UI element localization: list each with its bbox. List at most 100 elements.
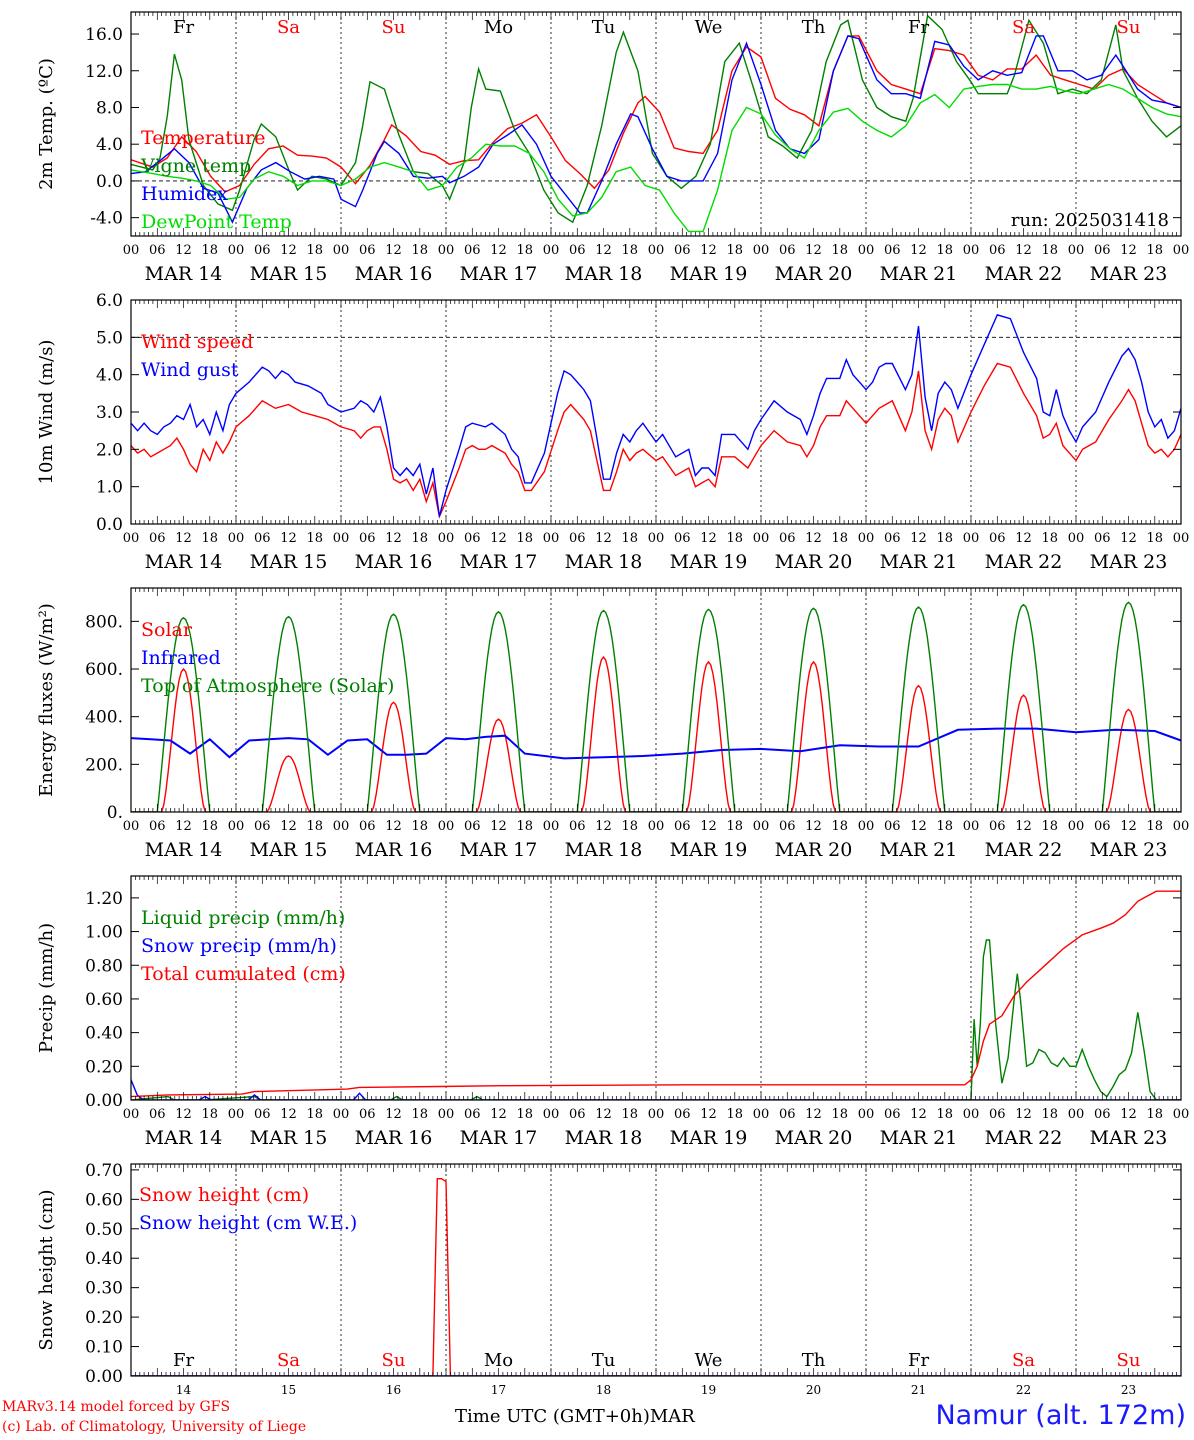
weekday-label: Tu [592,17,616,38]
day-number-label: 21 [911,1383,926,1397]
y-tick-label: 3.0 [96,403,123,423]
x-hour-label: 06 [1094,531,1111,546]
x-hour-label: 18 [516,819,533,834]
x-hour-label: 18 [201,243,218,258]
x-hour-label: 00 [753,243,770,258]
day-number-label: 17 [491,1383,506,1397]
series-line [131,362,1181,519]
x-hour-label: 06 [674,1107,691,1122]
x-hour-label: 06 [779,1107,796,1122]
y-tick-label: 600. [85,660,123,680]
x-hour-label: 18 [726,819,743,834]
day-number-label: 19 [701,1383,716,1397]
x-hour-label: 00 [858,1107,875,1122]
x-hour-label: 12 [175,243,192,258]
x-hour-label: 06 [779,819,796,834]
weekday-label: Fr [173,1350,194,1371]
x-hour-label: 18 [411,531,428,546]
date-label: MAR 14 [145,1127,223,1149]
x-hour-label: 06 [884,531,901,546]
y-tick-label: 8.0 [96,98,123,118]
x-axis-title-text: Time UTC (GMT+0h) [455,1406,650,1427]
x-hour-label: 00 [123,243,140,258]
x-hour-label: 12 [1015,819,1032,834]
x-hour-label: 00 [438,531,455,546]
x-hour-label: 06 [569,819,586,834]
y-tick-label: 0.0 [96,172,123,192]
x-hour-label: 18 [936,819,953,834]
x-hour-label: 12 [280,243,297,258]
date-label: MAR 14 [145,263,223,285]
series-line [131,601,1181,812]
x-hour-label: 12 [280,531,297,546]
x-hour-label: 12 [175,531,192,546]
x-hour-label: 00 [858,243,875,258]
x-hour-label: 06 [464,819,481,834]
x-hour-label: 06 [1094,243,1111,258]
x-hour-label: 12 [910,531,927,546]
x-hour-label: 00 [858,819,875,834]
date-label: MAR 20 [775,263,853,285]
panel-5: Snow height (cm) Snow height (cm W.E.) 0.0… [36,1161,1182,1397]
x-hour-label: 06 [989,819,1006,834]
x-hour-label: 12 [490,819,507,834]
date-label: MAR 19 [670,263,748,285]
date-label: MAR 15 [250,263,328,285]
x-hour-label: 18 [621,243,638,258]
date-label: MAR 16 [355,263,433,285]
date-label: MAR 23 [1090,1127,1168,1149]
weekday-label: Tu [592,1350,616,1371]
x-hour-label: 18 [201,1107,218,1122]
x-hour-label: 00 [963,1107,980,1122]
x-hour-label: 00 [123,1107,140,1122]
x-hour-label: 00 [1173,819,1190,834]
day-number-label: 15 [281,1383,296,1397]
x-hour-label: 18 [1146,243,1163,258]
series-group [131,314,1181,519]
weekday-label: Th [802,1350,826,1371]
x-hour-label: 00 [858,531,875,546]
date-label: MAR 15 [250,1127,328,1149]
x-hour-label: 06 [149,1107,166,1122]
date-label: MAR 16 [355,551,433,573]
series-group [131,1178,1181,1376]
day-number-label: 16 [386,1383,401,1397]
y-tick-label: 1.0 [96,478,123,498]
panel-1: Temperature Vigne temp Humidex DewPoint Tem… [36,11,1190,285]
x-hour-label: 18 [726,243,743,258]
y-tick-label: 800. [85,612,123,632]
legend-label: Humidex [141,183,228,205]
x-hour-label: 12 [595,819,612,834]
y-tick-label: 0.30 [85,1279,123,1299]
x-hour-label: 06 [149,531,166,546]
x-hour-label: 00 [438,819,455,834]
x-hour-label: 12 [175,819,192,834]
x-hour-label: 00 [753,531,770,546]
x-hour-label: 12 [385,243,402,258]
x-hour-label: 18 [411,243,428,258]
series-line [131,35,1181,224]
x-hour-label: 18 [201,819,218,834]
x-hour-label: 18 [516,243,533,258]
x-hour-label: 06 [779,243,796,258]
x-hour-label: 00 [1173,243,1190,258]
x-hour-label: 18 [936,1107,953,1122]
date-label: MAR 21 [880,1127,958,1149]
date-label: MAR 20 [775,839,853,861]
x-hour-label: 18 [936,243,953,258]
y-axis-title: 10m Wind (m/s) [36,340,57,485]
date-label: MAR 23 [1090,551,1168,573]
x-hour-label: 12 [910,1107,927,1122]
series-line [131,655,1181,812]
x-hour-label: 00 [438,243,455,258]
x-hour-label: 12 [490,531,507,546]
x-hour-label: 06 [464,1107,481,1122]
y-tick-label: 12.0 [85,62,123,82]
x-hour-label: 18 [1041,819,1058,834]
legend-label: Infrared [141,647,221,669]
x-hour-label: 06 [884,243,901,258]
date-label: MAR 17 [460,263,538,285]
y-axis-title: Precip (mm/h) [36,923,57,1053]
y-tick-label: 0. [107,803,123,823]
y-tick-label: -4.0 [90,209,123,229]
